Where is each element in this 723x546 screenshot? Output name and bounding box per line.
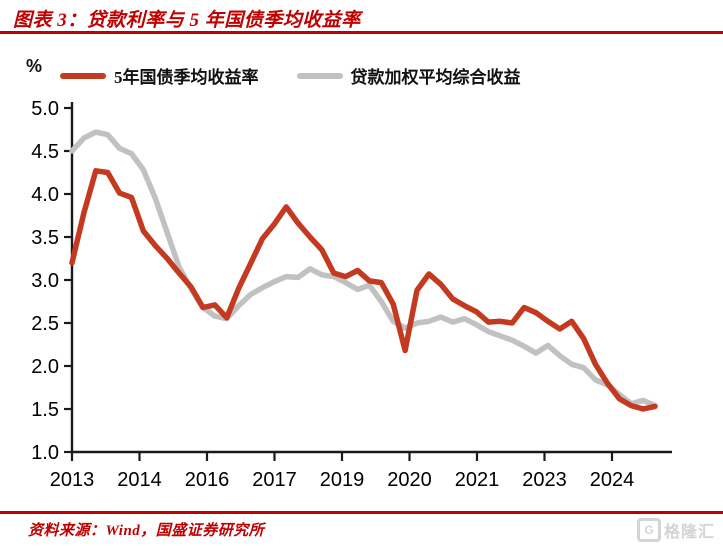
x-tick-label: 2019 [320, 469, 365, 491]
bottom-divider [0, 511, 723, 514]
x-tick-label: 2014 [117, 469, 162, 491]
y-tick-label: 5.0 [31, 98, 59, 120]
series-line-5y-treasury [69, 168, 658, 412]
y-tick-label: 4.0 [31, 184, 59, 206]
red-line-swatch [60, 72, 106, 79]
y-axis-unit-label: % [26, 56, 43, 76]
y-tick-label: 2.5 [31, 313, 59, 335]
x-tick-label: 2020 [387, 469, 432, 491]
y-tick-label: 2.0 [31, 356, 59, 378]
series-line-loan-weighted-avg [69, 129, 658, 409]
y-tick-label: 3.5 [31, 227, 59, 249]
gray-line-swatch [296, 72, 343, 79]
chart-legend: 5年国债季均收益率 贷款加权平均综合收益 [60, 63, 521, 88]
y-tick-label: 1.0 [31, 442, 59, 464]
watermark-logo-icon: G [636, 518, 661, 542]
y-tick-label: 4.5 [31, 141, 59, 163]
legend-item-loan: 贷款加权平均综合收益 [296, 63, 521, 88]
axes [70, 102, 672, 454]
top-divider [0, 31, 723, 34]
x-tick-label: 2023 [522, 469, 567, 491]
x-tick-label: 2017 [252, 469, 297, 491]
legend-item-treasury: 5年国债季均收益率 [60, 63, 259, 88]
y-tick-label: 3.0 [31, 270, 59, 292]
watermark: G 格隆汇 [636, 518, 715, 542]
legend-label-treasury: 5年国债季均收益率 [114, 68, 259, 87]
legend-label-loan: 贷款加权平均综合收益 [350, 68, 521, 87]
y-tick-label: 1.5 [31, 399, 59, 421]
chart-title: 图表 3：贷款利率与 5 年国债季均收益率 [13, 10, 361, 31]
source-note: 资料来源：Wind，国盛证券研究所 [28, 523, 265, 539]
watermark-text: 格隆汇 [663, 524, 715, 541]
x-tick-label: 2021 [455, 469, 500, 491]
x-tick-label: 2013 [50, 469, 95, 491]
x-tick-label: 2024 [590, 469, 635, 491]
x-tick-label: 2016 [185, 469, 230, 491]
